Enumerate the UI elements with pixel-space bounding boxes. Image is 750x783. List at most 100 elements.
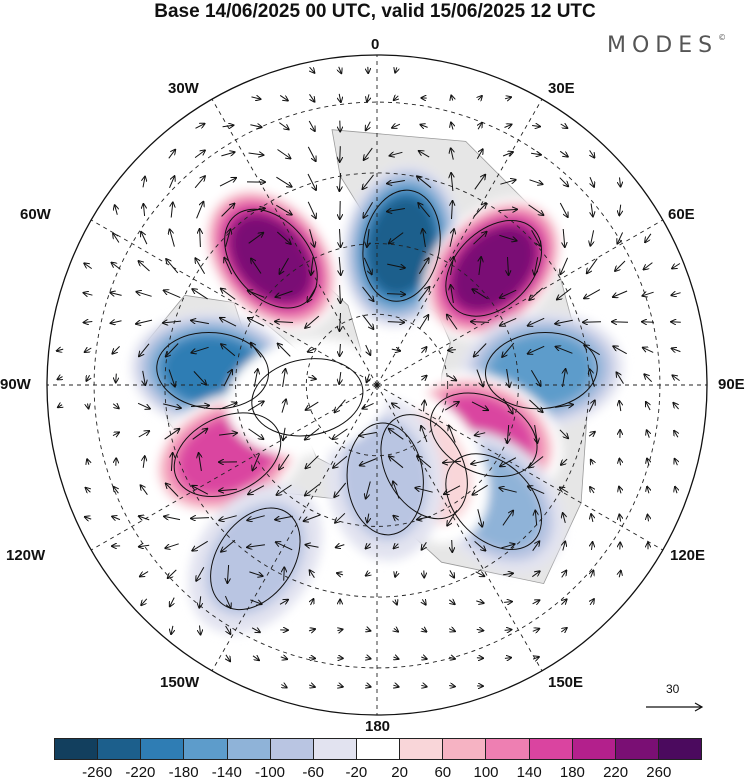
wind-arrow — [340, 146, 341, 162]
wind-arrow — [475, 433, 486, 436]
wind-arrow — [221, 289, 236, 300]
wind-arrow — [563, 542, 565, 551]
wind-arrow — [219, 515, 237, 521]
wind-arrow — [335, 512, 346, 522]
wind-arrow — [421, 376, 426, 381]
wind-arrow — [166, 484, 179, 497]
wind-arrow — [248, 153, 264, 155]
wind-arrow — [559, 202, 567, 217]
wind-arrow — [449, 686, 455, 687]
colorbar-segment — [443, 739, 487, 759]
contour-line — [210, 507, 301, 611]
wind-arrow — [559, 177, 568, 187]
wind-arrow — [591, 514, 593, 523]
wind-arrow — [247, 208, 265, 211]
wind-arrow — [450, 570, 454, 577]
lon-label-120w: 120W — [6, 547, 46, 564]
wind-arrow — [420, 125, 428, 128]
wind-arrow — [528, 317, 545, 325]
wind-arrow — [196, 566, 205, 581]
wind-arrow — [283, 427, 285, 440]
wind-arrow — [84, 293, 93, 295]
wind-arrow — [247, 545, 265, 548]
wind-arrow — [561, 628, 566, 632]
wind-arrow — [278, 344, 291, 357]
colorbar-segment — [356, 739, 401, 759]
wind-arrow — [502, 152, 513, 156]
wind-arrow — [308, 658, 315, 659]
wind-arrow — [563, 513, 566, 524]
wind-arrow — [168, 369, 175, 387]
wind-arrow — [199, 596, 200, 607]
wind-arrow — [532, 541, 540, 551]
lon-label-90e: 90E — [718, 376, 745, 393]
wind-arrow — [531, 153, 541, 155]
colorbar-segment — [141, 739, 185, 759]
wind-arrow — [501, 544, 514, 549]
wind-arrow — [452, 201, 453, 220]
wind-arrow — [535, 425, 538, 443]
wind-arrow — [393, 685, 398, 687]
colorbar-tick-label: -180 — [168, 764, 199, 781]
wind-arrow — [478, 123, 482, 130]
wind-arrow — [195, 124, 205, 129]
wind-arrow — [591, 203, 593, 217]
wind-arrow — [560, 488, 569, 493]
wind-arrow — [277, 149, 291, 159]
wind-arrow — [250, 125, 261, 127]
wind-arrow — [590, 177, 594, 187]
wind-arrow — [449, 229, 454, 247]
wind-arrow — [254, 369, 257, 387]
wind-arrow — [423, 229, 426, 247]
wind-arrow — [393, 482, 400, 499]
wind-arrow — [339, 172, 340, 191]
contour-line — [484, 331, 598, 410]
wind-arrow — [306, 455, 319, 469]
wind-arrow — [363, 174, 374, 189]
contour-line — [380, 414, 468, 520]
wind-arrow — [563, 369, 566, 387]
wind-arrow — [675, 487, 677, 494]
wind-arrow — [588, 432, 595, 436]
wind-arrow — [672, 348, 681, 351]
wind-arrow — [359, 432, 377, 435]
wind-arrow — [88, 404, 89, 409]
wind-arrow — [421, 685, 426, 686]
wind-arrow — [472, 484, 488, 494]
latitude-circle — [164, 172, 590, 598]
wind-arrow — [557, 288, 572, 300]
wind-arrow — [339, 256, 341, 275]
lon-label-180: 180 — [365, 718, 391, 735]
wind-arrow — [339, 372, 341, 384]
wind-arrow — [219, 403, 237, 410]
wind-arrow — [417, 456, 432, 469]
wind-arrow — [140, 571, 149, 577]
colorbar-tick-label: 60 — [434, 764, 452, 781]
wind-arrow — [276, 204, 291, 214]
wind-arrow — [171, 203, 173, 218]
wind-arrow — [530, 369, 540, 386]
wind-arrow — [136, 292, 152, 297]
wind-arrow — [561, 599, 566, 604]
wind-arrow — [220, 318, 237, 327]
wind-arrow — [587, 258, 598, 274]
colorbar-segment — [55, 739, 99, 759]
wind-arrow — [195, 258, 206, 274]
wind-arrow — [139, 343, 150, 356]
wind-arrow — [304, 514, 321, 521]
colorbar-segment — [529, 739, 573, 759]
wind-arrow — [309, 94, 315, 101]
wind-arrow — [532, 600, 540, 604]
wind-arrow — [418, 203, 431, 218]
wind-arrow — [276, 542, 293, 551]
wind-arrow — [476, 149, 482, 159]
wind-arrow — [339, 66, 342, 73]
wind-arrow — [500, 289, 517, 298]
colorbar-tick-label: 140 — [516, 764, 542, 781]
wind-arrow — [306, 401, 319, 410]
wind-arrow — [418, 287, 430, 302]
wind-arrow — [276, 290, 293, 297]
wind-arrow — [227, 564, 228, 583]
wind-arrow — [498, 209, 517, 210]
